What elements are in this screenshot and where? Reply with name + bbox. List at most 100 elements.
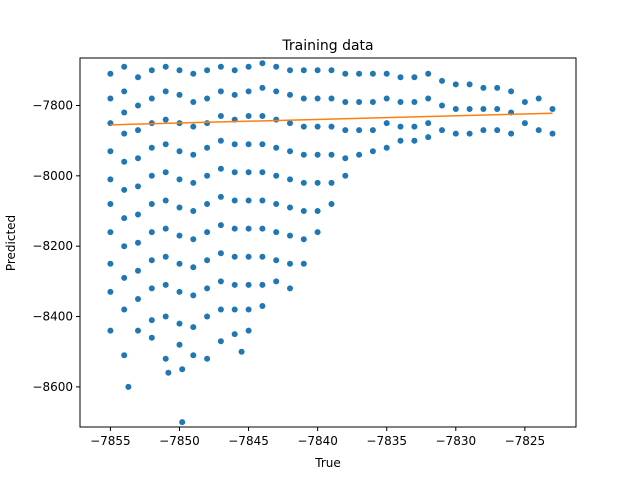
data-point bbox=[300, 67, 307, 74]
x-tick-label: −7855 bbox=[90, 434, 131, 448]
data-point bbox=[425, 95, 432, 102]
data-point bbox=[162, 313, 169, 320]
data-point bbox=[411, 74, 418, 81]
data-point bbox=[217, 306, 224, 313]
data-point bbox=[397, 99, 404, 105]
data-point bbox=[121, 352, 128, 359]
data-point bbox=[162, 225, 169, 232]
data-point bbox=[217, 137, 224, 144]
data-point bbox=[107, 260, 114, 267]
data-point bbox=[508, 88, 515, 95]
data-point bbox=[121, 186, 128, 193]
data-point bbox=[245, 63, 252, 70]
data-point bbox=[176, 67, 183, 74]
data-point bbox=[300, 179, 307, 186]
data-point bbox=[190, 292, 197, 299]
data-point bbox=[190, 264, 197, 271]
data-point bbox=[259, 281, 266, 288]
data-point bbox=[369, 148, 376, 155]
data-point bbox=[107, 95, 114, 102]
data-point bbox=[273, 144, 280, 151]
data-point bbox=[107, 70, 114, 77]
data-point bbox=[148, 144, 155, 151]
data-point bbox=[162, 116, 169, 123]
data-point bbox=[259, 225, 266, 232]
data-point bbox=[328, 67, 335, 74]
data-point bbox=[273, 172, 280, 179]
data-point bbox=[165, 369, 172, 376]
data-point bbox=[494, 106, 501, 112]
data-point bbox=[125, 383, 132, 390]
data-point bbox=[287, 148, 293, 155]
data-point bbox=[314, 67, 321, 74]
data-point bbox=[466, 81, 473, 88]
data-point bbox=[135, 211, 141, 218]
data-point bbox=[148, 317, 155, 324]
data-point bbox=[480, 106, 487, 112]
data-point bbox=[287, 285, 293, 292]
data-point bbox=[204, 257, 211, 264]
data-point bbox=[342, 70, 349, 77]
data-point bbox=[342, 99, 349, 105]
data-point bbox=[273, 201, 280, 207]
data-point bbox=[135, 327, 141, 334]
data-point bbox=[217, 165, 224, 172]
data-point bbox=[162, 63, 169, 70]
data-point bbox=[521, 99, 528, 105]
data-point bbox=[121, 109, 128, 116]
data-point bbox=[148, 285, 155, 292]
data-point bbox=[179, 419, 186, 426]
data-point bbox=[190, 70, 197, 77]
data-point bbox=[425, 134, 432, 141]
data-point bbox=[238, 348, 245, 355]
data-point bbox=[425, 120, 432, 127]
data-point bbox=[231, 306, 238, 313]
data-point bbox=[121, 88, 128, 95]
plot-background bbox=[80, 58, 576, 427]
data-point bbox=[217, 113, 224, 119]
data-point bbox=[273, 88, 280, 95]
data-point bbox=[383, 70, 390, 77]
y-axis-label: Predicted bbox=[4, 215, 18, 271]
x-axis-label: True bbox=[314, 456, 341, 470]
y-axis-ticks: −8600 −8400 −8200 −8000 −7800 bbox=[32, 98, 80, 394]
data-point bbox=[342, 155, 349, 162]
data-point bbox=[135, 74, 141, 81]
data-point bbox=[148, 334, 155, 341]
fit-line bbox=[110, 112, 553, 126]
data-point bbox=[121, 215, 128, 222]
plot-area bbox=[79, 57, 577, 428]
data-point bbox=[245, 141, 252, 148]
data-point bbox=[204, 95, 211, 102]
data-point bbox=[190, 236, 197, 243]
data-point bbox=[148, 67, 155, 74]
data-point bbox=[135, 102, 141, 109]
data-point bbox=[273, 257, 280, 264]
data-point bbox=[231, 91, 238, 98]
data-point bbox=[245, 88, 252, 95]
data-point bbox=[176, 320, 183, 327]
data-point bbox=[107, 229, 114, 236]
data-point bbox=[383, 120, 390, 127]
y-tick-label: −8000 bbox=[32, 169, 73, 183]
data-point bbox=[259, 60, 266, 67]
data-point bbox=[231, 169, 238, 176]
data-point bbox=[217, 88, 224, 95]
data-point bbox=[231, 197, 238, 204]
data-point bbox=[231, 225, 238, 232]
data-point bbox=[328, 151, 335, 158]
data-point bbox=[204, 172, 211, 179]
data-point bbox=[245, 197, 252, 204]
data-point bbox=[135, 296, 141, 302]
fit-line-group bbox=[110, 112, 553, 126]
data-point bbox=[411, 137, 418, 144]
data-point bbox=[217, 222, 224, 229]
x-tick-label: −7825 bbox=[505, 434, 546, 448]
data-point bbox=[190, 123, 197, 130]
data-point bbox=[148, 229, 155, 236]
data-point bbox=[148, 257, 155, 264]
data-point bbox=[452, 106, 459, 112]
data-point bbox=[273, 63, 280, 70]
data-point bbox=[217, 250, 224, 257]
data-point bbox=[121, 306, 128, 313]
